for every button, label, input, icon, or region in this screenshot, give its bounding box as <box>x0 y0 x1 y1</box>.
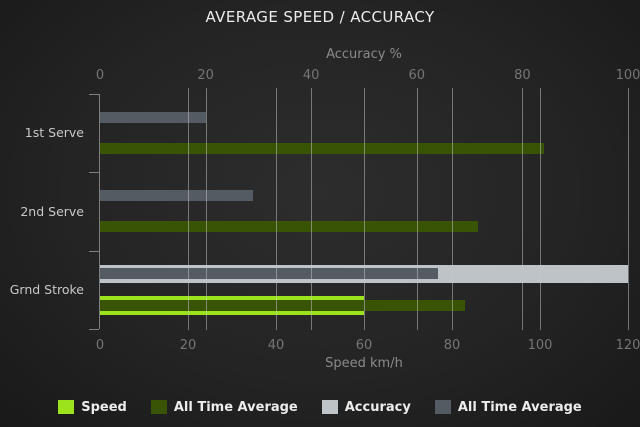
gridline <box>364 88 365 330</box>
tick-label-bottom-0: 0 <box>95 338 105 353</box>
legend-swatch-all-time-average-3 <box>434 400 451 414</box>
legend-item-all-time-average-1: All Time Average <box>150 399 298 415</box>
top-axis-label: Accuracy % <box>326 47 402 62</box>
tick-label-bottom-20: 20 <box>179 338 197 353</box>
gridline <box>311 88 312 330</box>
legend-label: Speed <box>81 399 127 415</box>
legend: Speed All Time Average Accuracy All Time Av… <box>0 397 640 417</box>
y-axis-tick <box>89 250 99 252</box>
tick-label-top-80: 80 <box>514 68 531 83</box>
legend-swatch-all-time-average-1 <box>150 400 167 414</box>
gridline <box>522 88 523 330</box>
legend-label: All Time Average <box>173 399 298 415</box>
tick-label-top-60: 60 <box>408 68 426 83</box>
bar-top-all-time-average-2nd-serve <box>100 189 254 201</box>
tick-label-top-40: 40 <box>302 68 320 83</box>
chart-title: AVERAGE SPEED / ACCURACY <box>205 8 435 26</box>
gridline <box>452 88 453 330</box>
category-label-2nd-serve: 2nd Serve <box>20 203 84 219</box>
gridline <box>628 88 629 330</box>
tick-label-bottom-120: 120 <box>615 338 640 353</box>
category-label-1st-serve: 1st Serve <box>24 125 84 141</box>
legend-item-speed-0: Speed <box>58 400 127 415</box>
bar-bottom-all-time-average-grnd-stroke <box>100 299 466 311</box>
bottom-axis-label: Speed km/h <box>325 356 403 371</box>
tick-label-bottom-40: 40 <box>267 338 285 353</box>
tick-label-top-0: 0 <box>95 68 105 83</box>
legend-label: Accuracy <box>344 399 411 415</box>
y-axis-tick <box>89 94 99 95</box>
tick-label-bottom-80: 80 <box>443 338 461 353</box>
y-axis-tick <box>89 172 99 174</box>
bar-bottom-all-time-average-1st-serve <box>100 143 545 154</box>
legend-label: All Time Average <box>457 399 582 415</box>
legend-swatch-accuracy-2 <box>321 400 338 414</box>
tick-label-top-20: 20 <box>197 68 214 83</box>
gridline <box>276 88 277 330</box>
y-axis-tick <box>89 329 99 330</box>
legend-item-all-time-average-3: All Time Average <box>434 399 582 415</box>
gridline <box>206 88 207 330</box>
bar-top-all-time-average-grnd-stroke <box>100 268 438 280</box>
legend-swatch-speed-0 <box>58 400 75 414</box>
bar-top-all-time-average-1st-serve <box>100 111 206 123</box>
bar-bottom-all-time-average-2nd-serve <box>100 221 479 233</box>
category-label-grnd-stroke: Grnd Stroke <box>9 281 84 297</box>
tick-label-bottom-100: 100 <box>527 338 553 353</box>
gridline <box>540 88 541 330</box>
gridline <box>188 88 189 330</box>
tick-label-top-100: 100 <box>615 68 640 83</box>
y-axis-line <box>99 94 100 329</box>
tick-label-bottom-60: 60 <box>355 338 373 353</box>
gridline <box>417 88 418 330</box>
legend-item-accuracy-2: Accuracy <box>321 399 411 415</box>
